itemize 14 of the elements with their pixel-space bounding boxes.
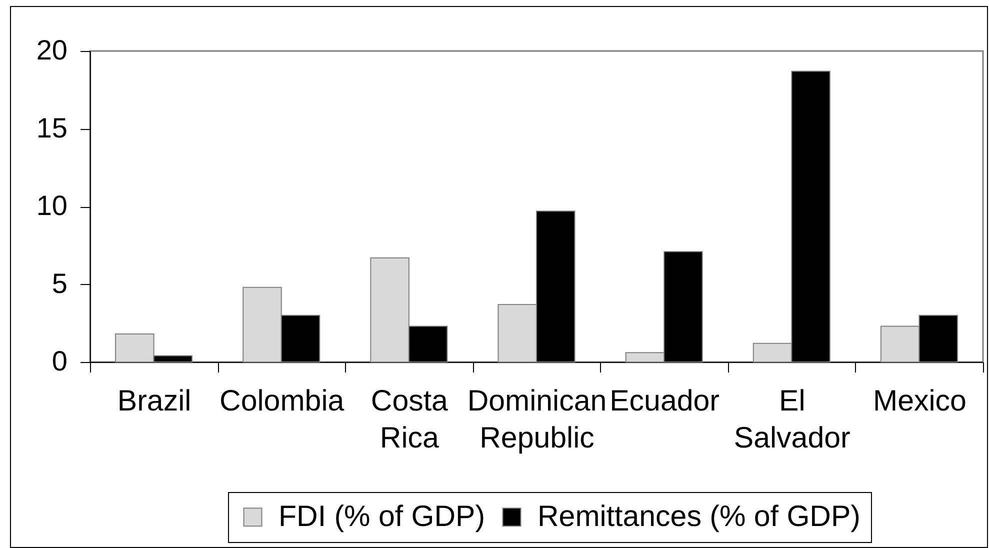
x-tick-label: Colombia <box>220 384 345 418</box>
y-tick-label: 20 <box>36 34 68 66</box>
legend-label: FDI (% of GDP) <box>278 500 486 534</box>
x-tick-label: Ecuador <box>610 384 720 418</box>
y-tick-label: 5 <box>52 268 68 299</box>
x-tick-label: Costa Rica <box>370 384 449 454</box>
x-tick-label: El Salvador <box>734 384 851 454</box>
y-tick-label: 0 <box>52 346 68 376</box>
y-tick-label: 15 <box>36 112 68 144</box>
y-tick-label: 10 <box>36 190 68 221</box>
x-tick-label: Brazil <box>117 384 192 418</box>
legend-label: Remittances (% of GDP) <box>538 500 860 534</box>
x-tick-label: Dominican Republic <box>467 384 607 454</box>
x-tick-label: Mexico <box>872 384 966 418</box>
